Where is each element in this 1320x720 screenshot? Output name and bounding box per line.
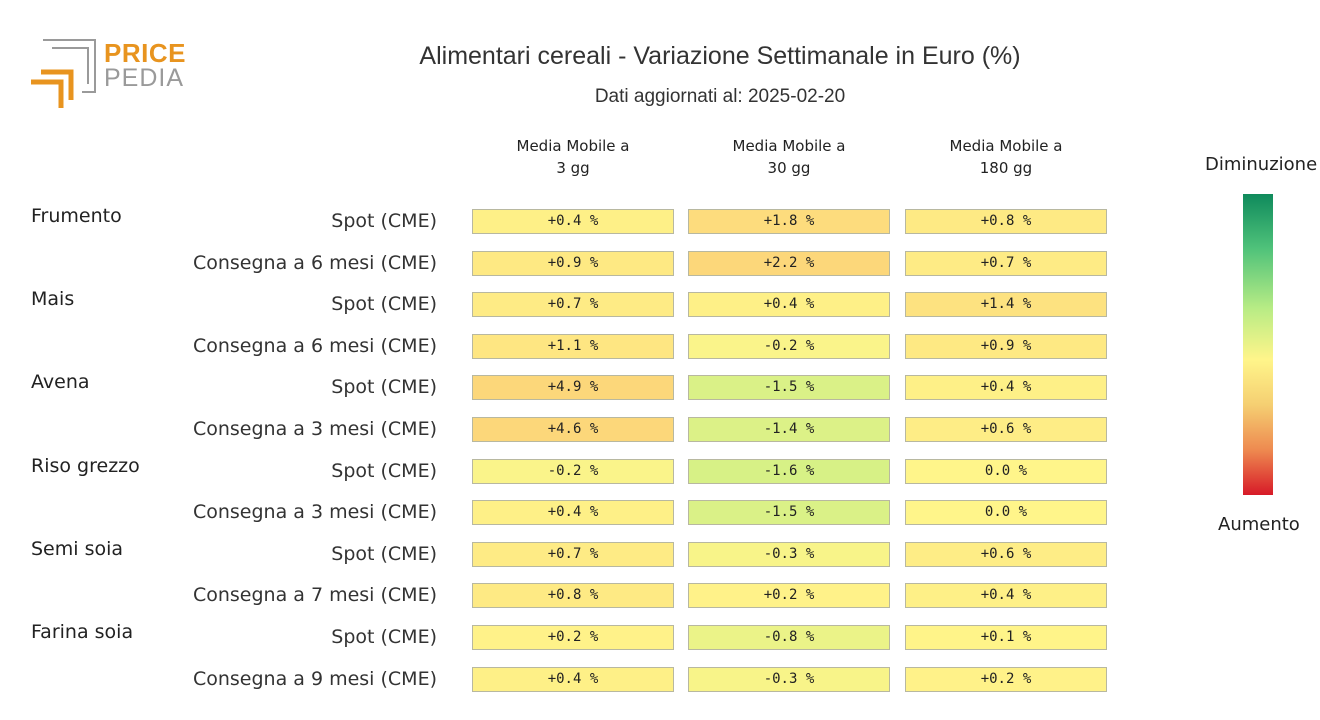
heatmap-cell: 0.0 % xyxy=(905,500,1107,526)
row-label: Spot (CME) xyxy=(331,293,437,316)
heatmap-cell: -1.4 % xyxy=(688,417,890,442)
heatmap-cell: +0.7 % xyxy=(905,250,1107,276)
row-label: Consegna a 7 mesi (CME) xyxy=(192,584,437,607)
heatmap-cell: +0.4 % xyxy=(472,209,674,234)
heatmap-cell: -0.2 % xyxy=(688,333,890,359)
row-label: Consegna a 6 mesi (CME) xyxy=(192,251,437,274)
heatmap-cell: +0.7 % xyxy=(472,541,674,567)
column-header-line: Media Mobile a xyxy=(949,137,1063,155)
heatmap-cell: -0.8 % xyxy=(688,625,890,650)
heatmap-cell: +0.4 % xyxy=(688,292,890,318)
heatmap-cell: -0.3 % xyxy=(688,541,890,567)
column-header-line: Media Mobile a xyxy=(732,137,846,155)
group-label: Avena xyxy=(31,371,90,394)
column-header-line: Media Mobile a xyxy=(516,137,630,155)
group-label: Riso grezzo xyxy=(31,454,140,477)
heatmap-cell: +0.4 % xyxy=(472,666,674,692)
heatmap-cell: +0.8 % xyxy=(472,583,674,609)
legend-bottom-label: Aumento xyxy=(1218,514,1300,535)
logo-text-pedia: PEDIA xyxy=(104,64,185,92)
heatmap-cell: -0.2 % xyxy=(472,458,674,484)
heatmap-cell: +1.4 % xyxy=(905,292,1107,318)
row-label: Spot (CME) xyxy=(331,210,437,232)
legend-top-label: Diminuzione xyxy=(1205,154,1318,175)
group-label: Farina soia xyxy=(31,621,134,643)
heatmap-cell: +4.6 % xyxy=(472,417,674,442)
heatmap-cell: +4.9 % xyxy=(472,375,674,401)
heatmap-cell: +0.4 % xyxy=(472,500,674,526)
heatmap-cell: +2.2 % xyxy=(688,250,890,276)
row-label: Spot (CME) xyxy=(331,542,437,565)
heatmap-cell: +0.4 % xyxy=(905,375,1107,401)
heatmap-cell: +0.2 % xyxy=(472,625,674,650)
heatmap-cell: +0.2 % xyxy=(905,666,1107,692)
heatmap-cell: +0.7 % xyxy=(472,292,674,318)
row-label: Spot (CME) xyxy=(331,626,437,648)
row-label: Consegna a 9 mesi (CME) xyxy=(192,667,437,690)
group-label: Mais xyxy=(31,288,75,311)
heatmap-cell: +0.8 % xyxy=(905,209,1107,234)
pricepedia-logo xyxy=(31,39,96,108)
row-label: Spot (CME) xyxy=(331,459,437,482)
chart-subtitle: Dati aggiornati al: 2025-02-20 xyxy=(594,86,846,107)
column-header: Media Mobile a 30 gg xyxy=(688,135,890,179)
heatmap-cell: +1.1 % xyxy=(472,333,674,359)
heatmap-cell: +0.6 % xyxy=(905,541,1107,567)
row-label: Spot (CME) xyxy=(331,376,437,399)
heatmap-cell: -1.5 % xyxy=(688,375,890,401)
heatmap-cell: -1.5 % xyxy=(688,500,890,526)
column-header-line: 30 gg xyxy=(767,159,811,177)
heatmap-cell: +0.4 % xyxy=(905,583,1107,609)
color-scale-bar xyxy=(1243,194,1273,495)
heatmap-cell: +0.6 % xyxy=(905,417,1107,442)
column-header: Media Mobile a 3 gg xyxy=(472,135,674,179)
heatmap-cell: -0.3 % xyxy=(688,666,890,692)
column-header-line: 3 gg xyxy=(556,159,590,177)
heatmap-cell: -1.6 % xyxy=(688,458,890,484)
logo-text-price: PRICE xyxy=(104,38,186,68)
heatmap-cell: +0.9 % xyxy=(472,250,674,276)
heatmap-cell: +1.8 % xyxy=(688,209,890,234)
row-label: Consegna a 3 mesi (CME) xyxy=(192,501,437,524)
row-label: Consegna a 6 mesi (CME) xyxy=(192,334,437,357)
heatmap-cell: +0.1 % xyxy=(905,625,1107,650)
column-header: Media Mobile a 180 gg xyxy=(905,135,1107,179)
heatmap-cell: +0.9 % xyxy=(905,333,1107,359)
group-label: Semi soia xyxy=(31,537,124,560)
column-header-line: 180 gg xyxy=(979,159,1033,177)
heatmap-cell: +0.2 % xyxy=(688,583,890,609)
row-label: Consegna a 3 mesi (CME) xyxy=(192,418,437,440)
group-label: Frumento xyxy=(31,205,122,227)
heatmap-cell: 0.0 % xyxy=(905,458,1107,484)
chart-title: Alimentari cereali - Variazione Settiman… xyxy=(419,42,1021,70)
